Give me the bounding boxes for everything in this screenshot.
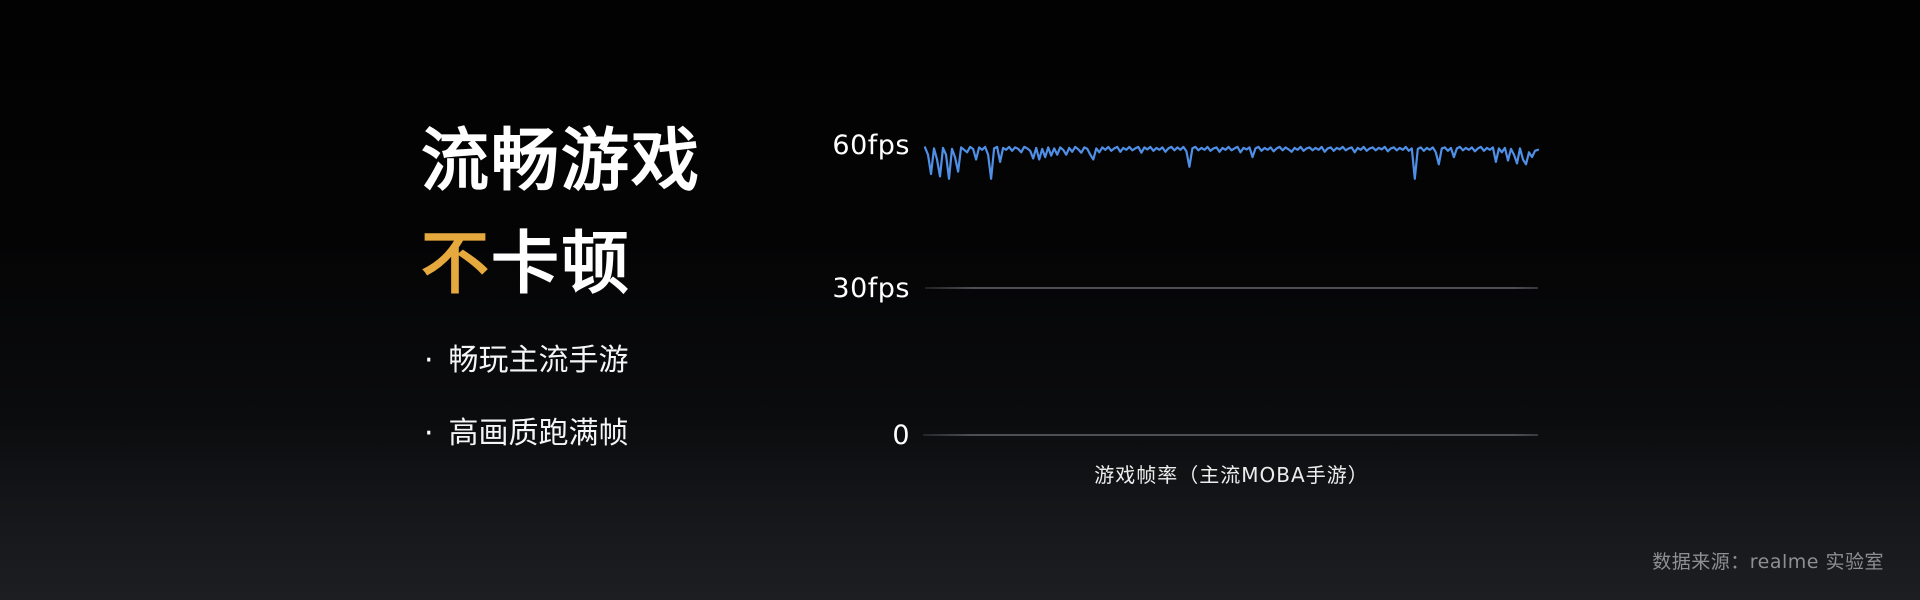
bullet-label-2: 高画质跑满帧	[448, 416, 629, 451]
gridline-0	[923, 434, 1538, 436]
fps-line-svg	[923, 145, 1540, 180]
ytick-30fps: 30fps	[832, 273, 910, 304]
bullet-item-1: · 畅玩主流手游	[424, 343, 629, 379]
headline-text-2: 卡顿	[491, 225, 632, 304]
headline-line-2: 不卡顿	[421, 213, 701, 316]
bullet-label-1: 畅玩主流手游	[448, 343, 629, 378]
headline-text-1: 流畅游戏	[421, 122, 702, 201]
chart-caption: 游戏帧率（主流MOBA手游）	[1094, 463, 1369, 487]
bullet-marker: ·	[424, 343, 434, 378]
headline-accent: 不	[421, 225, 492, 304]
gridline-30fps	[925, 287, 1538, 289]
bullet-item-2: · 高画质跑满帧	[424, 416, 629, 452]
headline: 流畅游戏 不卡顿	[421, 110, 701, 316]
data-source-note: 数据来源：realme 实验室	[1652, 551, 1884, 573]
bullet-marker: ·	[424, 416, 434, 451]
headline-line-1: 流畅游戏	[421, 110, 701, 213]
ytick-60fps: 60fps	[832, 130, 910, 161]
ytick-0: 0	[892, 420, 910, 451]
fps-line	[923, 145, 1540, 180]
